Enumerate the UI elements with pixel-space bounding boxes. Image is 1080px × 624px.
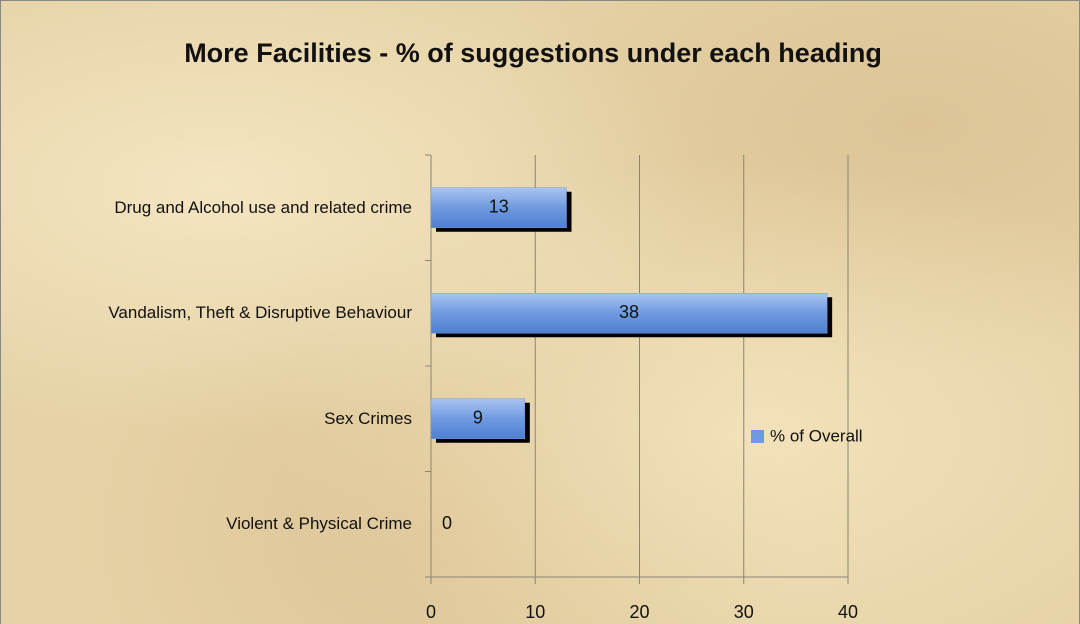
y-tick-label-box: Violent & Physical Crime [42, 474, 412, 574]
bar [430, 293, 828, 334]
x-tick-label: 30 [734, 602, 754, 622]
y-tick-label-box: Sex Crimes [42, 369, 412, 469]
y-tick-label-box: Vandalism, Theft & Disruptive Behaviour [42, 263, 412, 363]
data-label: 38 [619, 302, 639, 322]
chart-title: More Facilities - % of suggestions under… [184, 38, 882, 68]
x-tick-label: 0 [426, 602, 436, 622]
data-label: 13 [489, 197, 509, 217]
x-tick-label: 40 [838, 602, 858, 622]
x-tick-label: 20 [629, 602, 649, 622]
y-tick-label: Drug and Alcohol use and related crime [114, 197, 412, 217]
y-tick-label: Violent & Physical Crime [226, 514, 412, 534]
y-tick-label-box: Drug and Alcohol use and related crime [42, 158, 412, 258]
data-label: 9 [473, 408, 483, 428]
y-tick-label: Vandalism, Theft & Disruptive Behaviour [108, 303, 412, 323]
x-tick-label: 10 [525, 602, 545, 622]
bar [430, 187, 567, 228]
data-label: 0 [442, 513, 452, 533]
bar [430, 398, 526, 439]
y-tick-label: Sex Crimes [324, 408, 412, 428]
legend-swatch [751, 430, 764, 443]
legend-label: % of Overall [770, 426, 863, 445]
